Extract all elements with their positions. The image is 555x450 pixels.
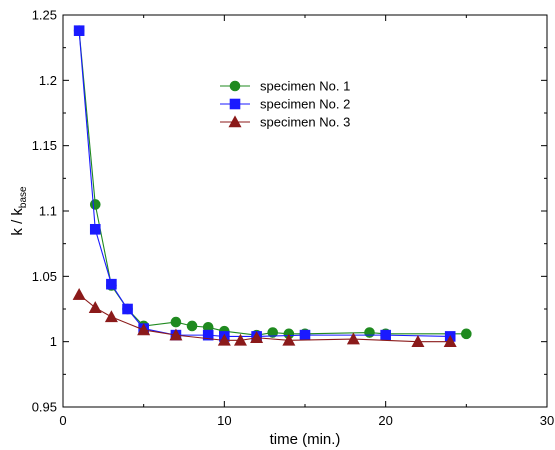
data-point (89, 223, 101, 235)
legend-marker (228, 115, 242, 128)
legend-entry: specimen No. 2 (220, 97, 350, 112)
x-tick-label: 20 (378, 413, 392, 428)
legend-marker (229, 98, 241, 110)
data-point (299, 329, 311, 341)
data-point (217, 333, 231, 346)
data-point (267, 327, 279, 338)
x-tick-label: 0 (59, 413, 66, 428)
data-point (137, 323, 151, 336)
data-point (106, 278, 117, 290)
data-point (186, 320, 198, 332)
data-point (250, 331, 264, 344)
data-point (411, 335, 425, 347)
plot-frame (62, 14, 548, 408)
axis-ticks: 0 10 20 30 0.95 1 1.05 1.1 1.15 1.2 1.25 (32, 8, 555, 429)
legend-label: specimen No. 3 (260, 115, 350, 130)
y-tick-label: 1.2 (39, 73, 57, 88)
y-tick-label: 1.15 (32, 138, 57, 153)
data-point (380, 329, 391, 341)
x-axis-title: time (min.) (270, 431, 341, 448)
data-point (202, 329, 214, 341)
y-tick-label: 1.25 (32, 8, 57, 23)
x-tick-label: 10 (217, 413, 231, 428)
y-tick-label: 1.1 (39, 204, 57, 219)
legend-marker (229, 80, 241, 92)
series-layer (72, 25, 472, 347)
data-point (89, 199, 101, 210)
x-tick-label: 30 (540, 413, 554, 428)
data-point (233, 333, 247, 346)
y-axis-title-main: k / k (9, 208, 26, 236)
data-point (461, 328, 472, 340)
series-line (78, 30, 467, 336)
data-point (364, 327, 375, 338)
data-point (88, 301, 102, 313)
y-axis-title-subscript: base (18, 186, 29, 208)
data-point (282, 333, 296, 346)
series-2 (73, 25, 456, 342)
legend-label: specimen No. 1 (260, 79, 350, 94)
data-point (104, 310, 118, 323)
legend: specimen No. 1 specimen No. 2 specimen No.… (220, 79, 350, 130)
y-tick-label: 1.05 (32, 269, 57, 284)
data-point (122, 303, 133, 315)
legend-label: specimen No. 2 (260, 97, 350, 112)
data-point (73, 25, 85, 36)
y-tick-label: 0.95 (32, 400, 57, 415)
data-point (170, 316, 182, 328)
data-point (72, 288, 86, 300)
y-tick-label: 1 (50, 334, 57, 349)
y-axis-title: k / kbase (9, 186, 29, 236)
legend-entry: specimen No. 1 (220, 79, 350, 94)
series-3 (72, 288, 457, 347)
series-1 (73, 25, 472, 341)
data-point (169, 328, 183, 341)
data-point (346, 332, 360, 345)
legend-entry: specimen No. 3 (220, 115, 350, 130)
data-point (443, 335, 457, 347)
series-line (78, 30, 451, 337)
